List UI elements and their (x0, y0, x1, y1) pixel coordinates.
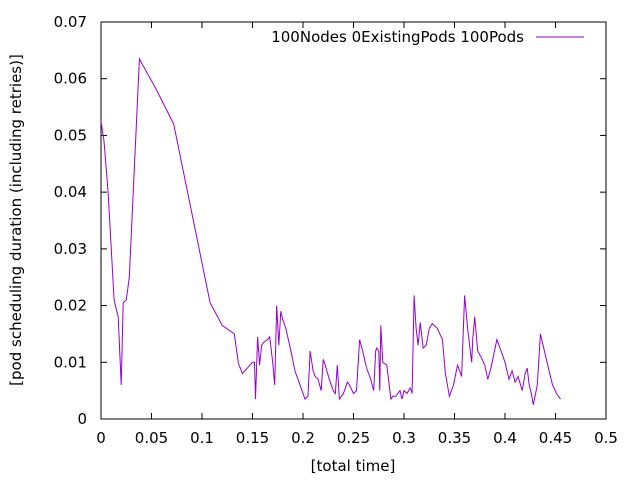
y-axis-title: [pod scheduling duration (including retr… (7, 54, 25, 386)
series-group (100, 57, 561, 405)
y-tick-labels: 0 0.01 0.02 0.03 0.04 0.05 0.06 0.07 (54, 13, 87, 428)
x-tick-label: 0.5 (594, 429, 618, 447)
x-tick-label: 0.15 (236, 429, 269, 447)
x-tick-label: 0.3 (392, 429, 416, 447)
legend: 100Nodes 0ExistingPods 100Pods (271, 28, 584, 46)
y-tick-label: 0.06 (54, 70, 87, 88)
y-tick-label: 0.05 (54, 126, 87, 144)
legend-label: 100Nodes 0ExistingPods 100Pods (271, 28, 524, 46)
x-tick-label: 0 (96, 429, 106, 447)
y-tick-label: 0.03 (54, 240, 87, 258)
y-tick-label: 0.01 (54, 353, 87, 371)
y-tick-label: 0.07 (54, 13, 87, 31)
plot-frame (100, 21, 607, 420)
series-line-0 (100, 57, 561, 405)
x-tick-label: 0.1 (190, 429, 214, 447)
x-tick-label: 0.05 (135, 429, 168, 447)
y-tick-label: 0.04 (54, 183, 87, 201)
x-tick-label: 0.25 (337, 429, 370, 447)
y-tick-label: 0 (77, 410, 87, 428)
x-axis-title: [total time] (311, 457, 396, 475)
x-tick-label: 0.2 (291, 429, 315, 447)
axis-ticks (100, 21, 607, 420)
y-tick-label: 0.02 (54, 297, 87, 315)
x-tick-label: 0.45 (539, 429, 572, 447)
x-tick-label: 0.35 (438, 429, 471, 447)
x-tick-labels: 0 0.05 0.1 0.15 0.2 0.25 0.3 0.35 0.4 0.45 0.5 (96, 429, 618, 447)
x-tick-label: 0.4 (493, 429, 517, 447)
